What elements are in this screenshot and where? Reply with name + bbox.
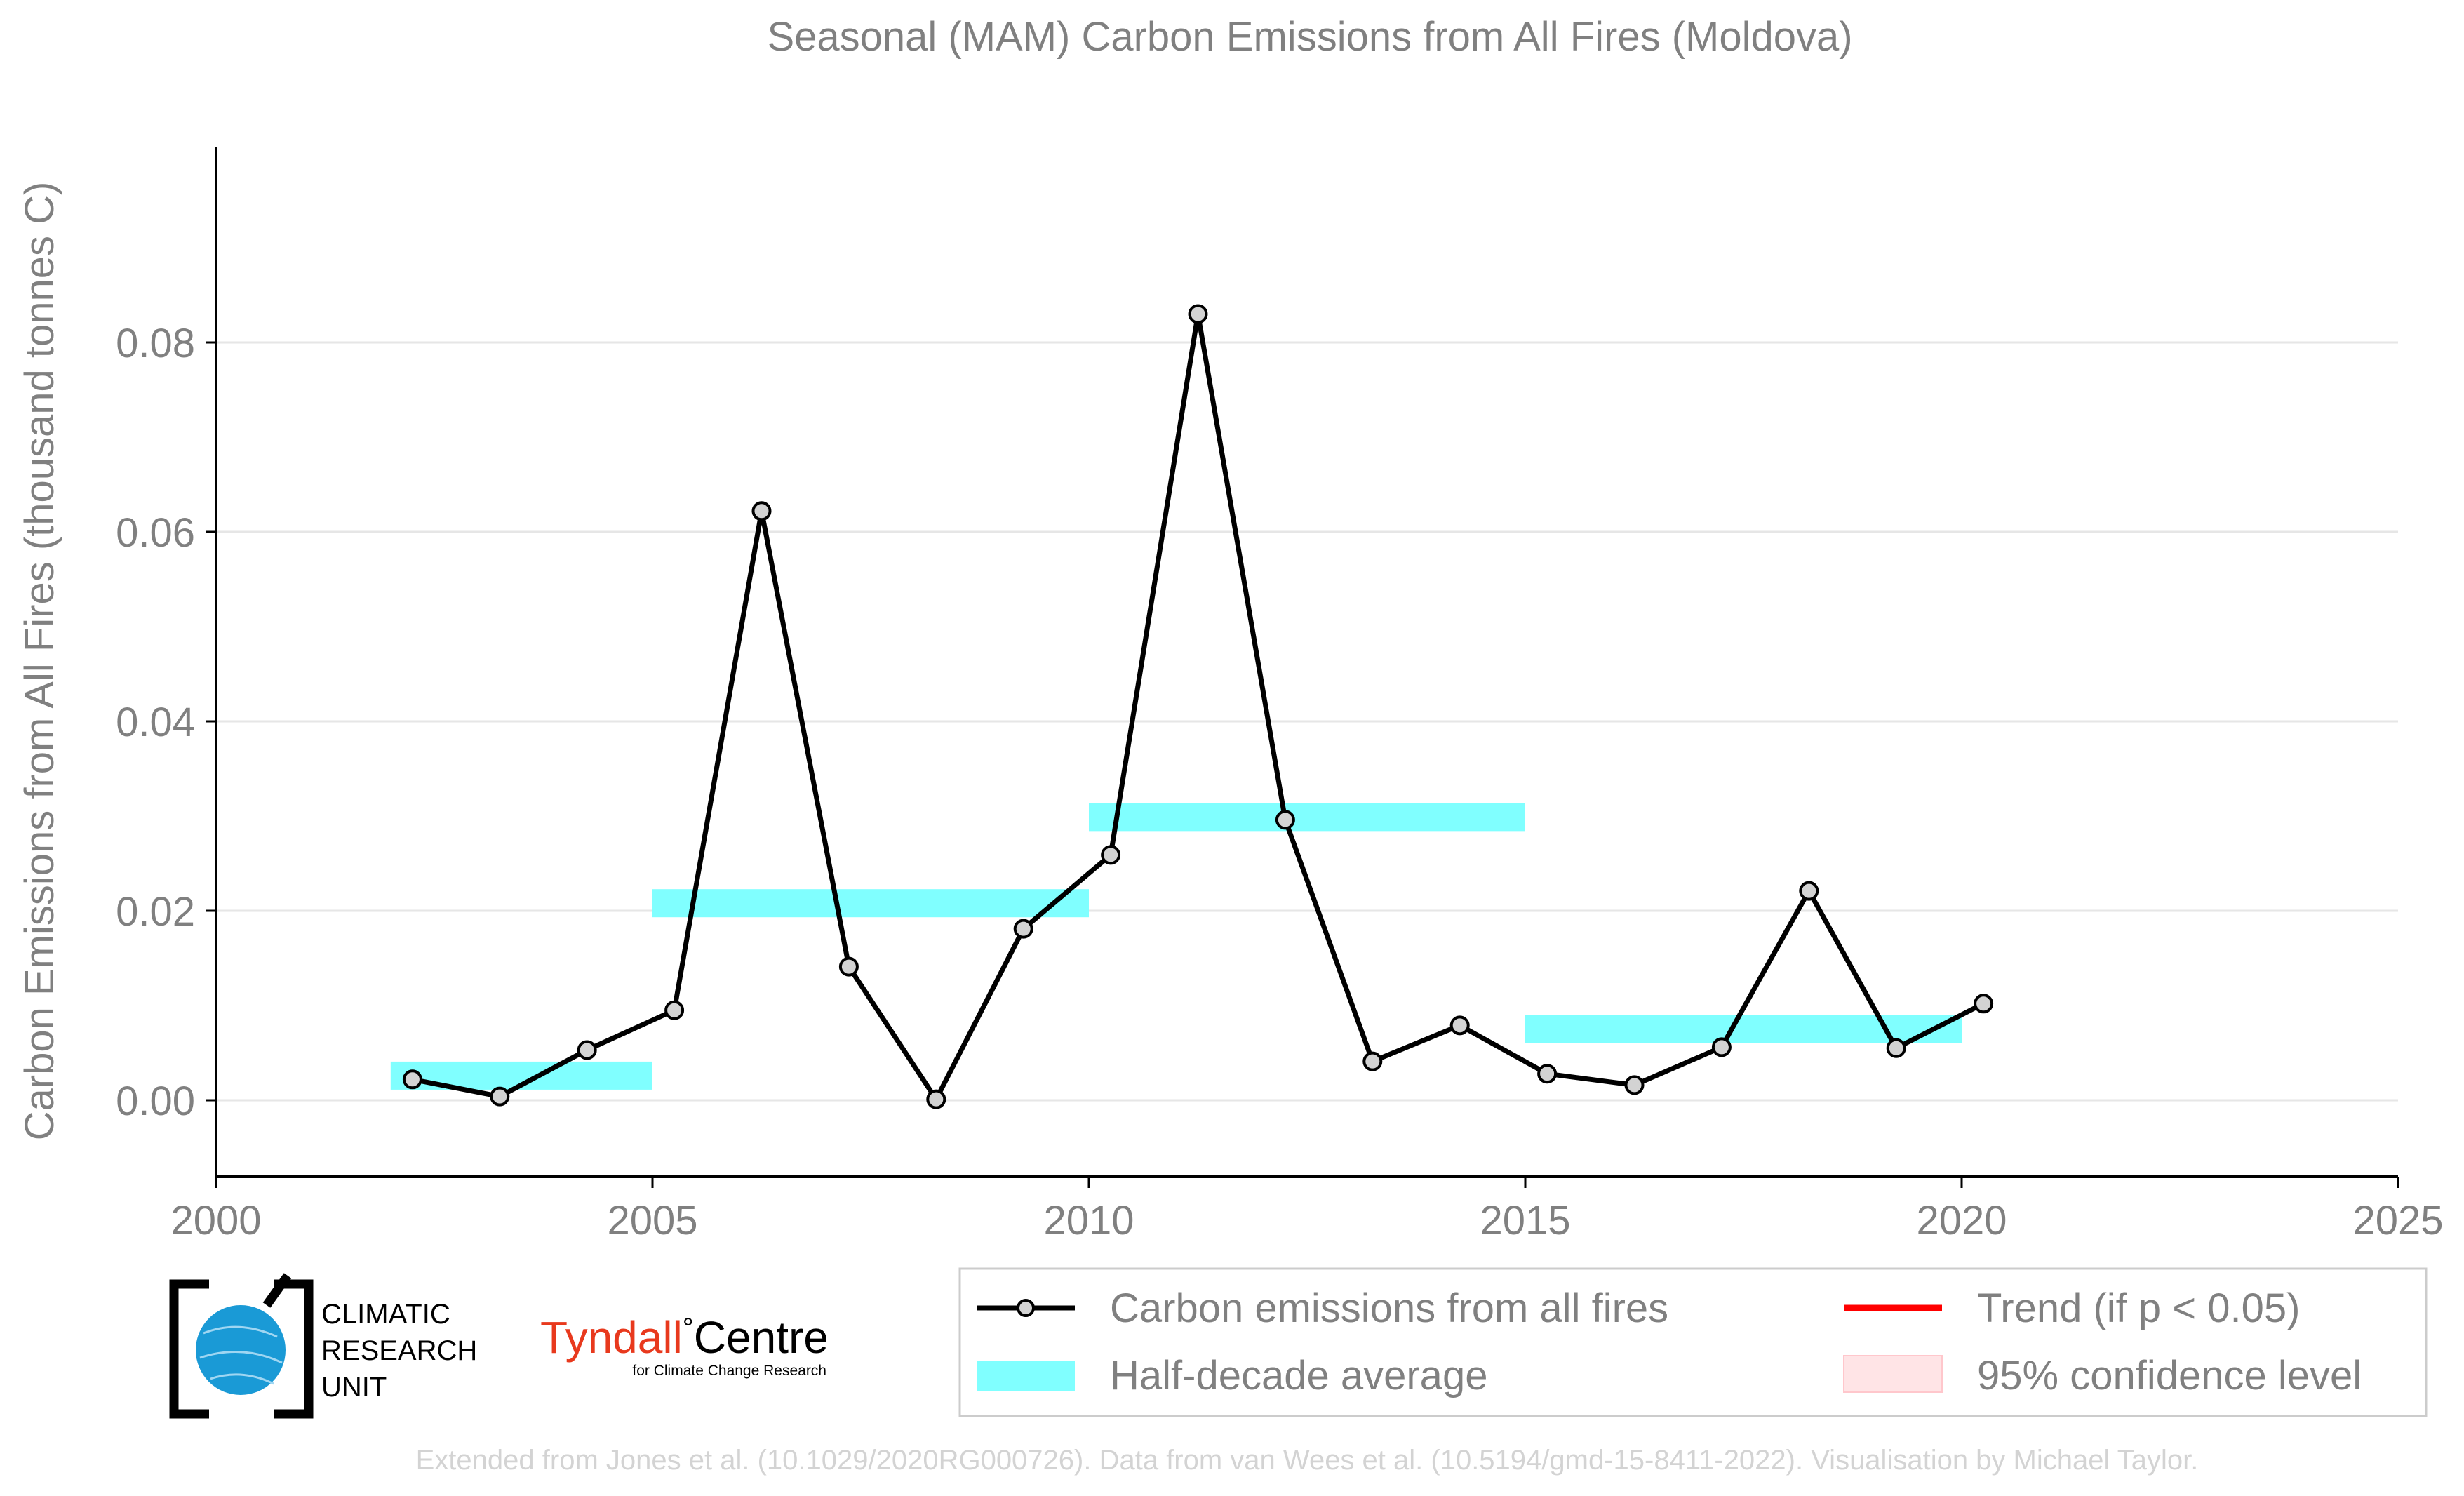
- axes: [206, 147, 2399, 1188]
- legend-box: [958, 1267, 2428, 1417]
- data-point: [664, 1000, 685, 1020]
- grid-lines: [216, 341, 2398, 1102]
- data-point: [1624, 1075, 1645, 1095]
- y-tick-label: 0.08: [116, 321, 195, 366]
- cru-text-line2: RESEARCH: [321, 1335, 477, 1366]
- tyndall-degree: °: [683, 1313, 694, 1344]
- cru-bracket-left-icon: [169, 1279, 209, 1419]
- legend-label-confidence: 95% confidence level: [1977, 1353, 2362, 1398]
- x-tick-label: 2025: [2352, 1198, 2443, 1243]
- x-tick-label: 2010: [1043, 1198, 1134, 1243]
- tyndall-name: Tyndall: [540, 1312, 683, 1363]
- data-point: [751, 501, 772, 521]
- data-point: [1188, 304, 1208, 324]
- x-tick-label: 2015: [1480, 1198, 1570, 1243]
- cru-logo: CLIMATIC RESEARCH UNIT: [169, 1273, 477, 1419]
- svg-text:Tyndall°Centre: Tyndall°Centre: [540, 1312, 829, 1363]
- data-point: [1275, 810, 1295, 830]
- series-points: [402, 304, 1994, 1109]
- y-tick-label: 0.02: [116, 889, 195, 935]
- tick-labels: 0.00 0.02 0.04 0.06 0.08 2000 2005 2010 2015 2020…: [116, 321, 2443, 1243]
- half-decade-average-bar: [652, 889, 1089, 918]
- tyndall-logo: Tyndall°Centre for Climate Change Resear…: [540, 1312, 829, 1379]
- legend-label-average: Half-decade average: [1110, 1353, 1487, 1398]
- legend: Carbon emissions from all fires Trend (i…: [958, 1267, 2428, 1417]
- data-point: [1799, 881, 1819, 901]
- footer-credit: Extended from Jones et al. (10.1029/2020…: [416, 1445, 2199, 1476]
- data-point: [926, 1089, 946, 1109]
- legend-label-trend: Trend (if p < 0.05): [1977, 1285, 2300, 1331]
- data-point: [838, 956, 859, 977]
- cru-globe-icon: [196, 1305, 286, 1395]
- data-point: [1886, 1038, 1906, 1058]
- y-axis-label: Carbon Emissions from All Fires (thousan…: [17, 182, 62, 1141]
- x-tick-label: 2020: [1916, 1198, 2007, 1243]
- y-tick-label: 0.06: [116, 510, 195, 556]
- x-tick-label: 2000: [170, 1198, 261, 1243]
- legend-series-marker-icon: [1017, 1299, 1035, 1317]
- tyndall-subtitle: for Climate Change Research: [632, 1363, 826, 1379]
- half-decade-average-bars: [390, 803, 1962, 1090]
- data-point: [402, 1069, 422, 1090]
- y-tick-label: 0.04: [116, 700, 195, 745]
- cru-text-line1: CLIMATIC: [321, 1299, 450, 1330]
- data-point: [1449, 1015, 1470, 1036]
- data-point: [577, 1040, 597, 1060]
- cru-slash-icon: [262, 1273, 292, 1308]
- data-point: [490, 1086, 510, 1107]
- half-decade-average-bar: [1089, 803, 1525, 832]
- tyndall-centre: Centre: [694, 1312, 829, 1363]
- data-point: [1101, 845, 1121, 865]
- y-tick-label: 0.00: [116, 1078, 195, 1124]
- cru-globe-swirl-icon: [199, 1325, 283, 1385]
- data-point: [1974, 994, 1994, 1014]
- cru-bracket-right-icon: [274, 1279, 314, 1419]
- x-tick-label: 2005: [607, 1198, 697, 1243]
- cru-text-line3: UNIT: [321, 1372, 387, 1403]
- data-point: [1013, 919, 1033, 939]
- legend-average-patch-icon: [977, 1361, 1075, 1391]
- data-point: [1537, 1064, 1558, 1084]
- data-point: [1711, 1037, 1732, 1057]
- chart-title: Seasonal (MAM) Carbon Emissions from All…: [767, 14, 1852, 60]
- data-point: [1362, 1051, 1383, 1071]
- legend-label-series: Carbon emissions from all fires: [1110, 1285, 1668, 1331]
- legend-confidence-patch-icon: [1843, 1355, 1943, 1393]
